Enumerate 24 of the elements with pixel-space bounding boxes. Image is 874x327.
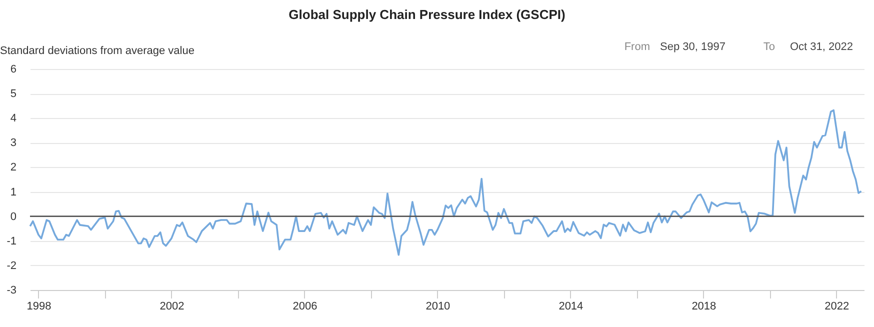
x-tick-label: 2018 bbox=[692, 300, 716, 312]
y-tick-label: 0 bbox=[10, 210, 16, 223]
y-tick-label: -1 bbox=[6, 235, 16, 248]
x-tick-label: 2010 bbox=[426, 300, 450, 312]
line-series bbox=[29, 109, 862, 256]
x-tick-label: 2022 bbox=[824, 300, 850, 312]
x-tick-label: 2006 bbox=[292, 300, 318, 312]
text: Oct 31, 2022 bbox=[790, 41, 853, 53]
text: To bbox=[763, 41, 775, 53]
text: Sep 30, 1997 bbox=[660, 41, 726, 53]
x-tick-label: 2014 bbox=[558, 300, 584, 312]
y-tick-label: 4 bbox=[10, 112, 16, 125]
y-tick-label: 3 bbox=[10, 137, 16, 150]
y-tick-label: 6 bbox=[10, 64, 16, 76]
text: From bbox=[624, 41, 650, 53]
y-tick-label: 2 bbox=[10, 162, 16, 174]
y-tick-label: -3 bbox=[6, 284, 16, 296]
y-axis-title: Standard deviations from average value bbox=[0, 45, 194, 57]
x-tick-label: 2002 bbox=[160, 300, 184, 312]
y-tick-label: -2 bbox=[6, 260, 16, 272]
chart-title: Global Supply Chain Pressure Index (GSCPI) bbox=[288, 7, 566, 22]
y-tick-label: 1 bbox=[10, 186, 16, 198]
y-tick-label: 5 bbox=[10, 88, 16, 100]
x-tick-label: 1998 bbox=[26, 300, 52, 312]
